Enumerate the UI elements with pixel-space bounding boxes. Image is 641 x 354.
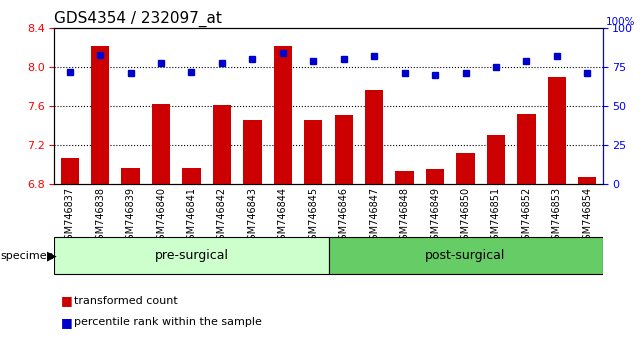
Bar <box>517 114 535 184</box>
FancyBboxPatch shape <box>54 238 328 274</box>
Bar <box>152 104 171 184</box>
Bar <box>122 167 140 184</box>
Text: pre-surgical: pre-surgical <box>154 249 228 262</box>
Text: specimen: specimen <box>1 251 54 261</box>
Bar <box>547 77 566 184</box>
Text: percentile rank within the sample: percentile rank within the sample <box>74 317 262 327</box>
Text: ■: ■ <box>61 295 72 307</box>
Bar <box>426 169 444 184</box>
Bar <box>91 46 109 184</box>
FancyBboxPatch shape <box>328 238 603 274</box>
Text: transformed count: transformed count <box>74 296 178 306</box>
Bar <box>578 177 596 184</box>
Bar <box>395 171 413 184</box>
Bar <box>456 153 474 184</box>
Bar <box>304 120 322 184</box>
Text: 100%: 100% <box>605 17 635 27</box>
Bar <box>335 115 353 184</box>
Bar <box>487 136 505 184</box>
Text: ■: ■ <box>61 316 72 329</box>
Bar <box>61 158 79 184</box>
Bar <box>213 105 231 184</box>
Bar <box>365 90 383 184</box>
Bar <box>182 167 201 184</box>
Bar <box>274 46 292 184</box>
Text: ▶: ▶ <box>47 249 56 262</box>
Text: post-surgical: post-surgical <box>426 249 506 262</box>
Text: GDS4354 / 232097_at: GDS4354 / 232097_at <box>54 11 222 27</box>
Bar <box>243 120 262 184</box>
